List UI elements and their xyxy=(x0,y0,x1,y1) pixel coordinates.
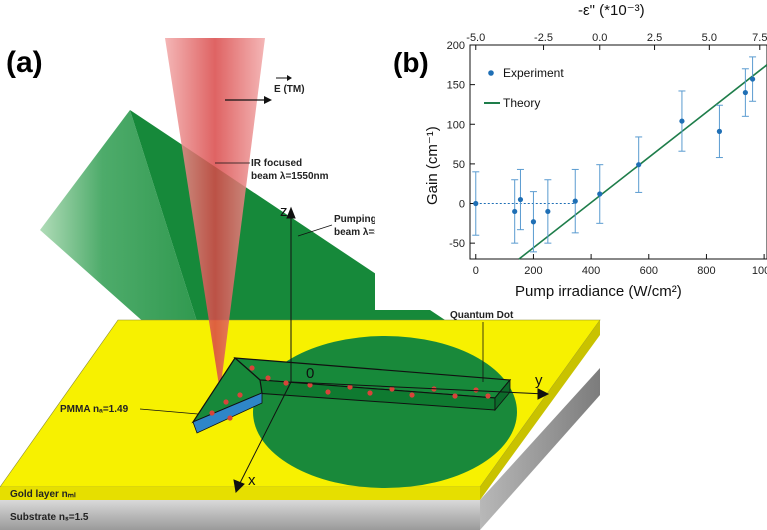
experiment-point xyxy=(749,76,756,82)
experiment-point xyxy=(512,208,518,215)
quantum-dot xyxy=(237,392,243,398)
quantum-dot xyxy=(325,389,331,395)
experiment-series xyxy=(472,56,757,253)
axis-z-label: z xyxy=(280,203,288,220)
legend-experiment-marker xyxy=(488,70,494,76)
experiment-point xyxy=(473,200,479,207)
top-tick-label: 7.5 xyxy=(752,32,767,44)
substrate-front xyxy=(0,500,480,530)
quantum-dot xyxy=(409,392,415,398)
experiment-point xyxy=(597,191,603,197)
x-tick-label: 0 xyxy=(473,265,479,277)
pump-spot xyxy=(253,336,517,488)
x-tick-label: 400 xyxy=(582,265,600,277)
top-tick-label: -2.5 xyxy=(534,32,553,44)
y-tick-label: 150 xyxy=(447,80,465,92)
panel-a-label: (a) xyxy=(6,46,43,79)
quantum-dot-label: Quantum Dot xyxy=(450,310,514,321)
experiment-point xyxy=(679,118,685,124)
experiment-point xyxy=(572,198,578,204)
substrate-side xyxy=(480,368,600,530)
top-tick-label: 2.5 xyxy=(647,32,662,44)
experiment-point xyxy=(517,196,524,203)
e-field-label: E (TM) xyxy=(274,84,305,95)
quantum-dot xyxy=(367,390,373,396)
pmma-label: PMMA nₐ=1.49 xyxy=(60,404,129,415)
quantum-dot xyxy=(209,410,215,416)
quantum-dot xyxy=(473,387,479,393)
pump-beam-label-1: Pumping xyxy=(334,214,377,225)
pmma-taper-blue xyxy=(192,392,263,434)
experiment-point xyxy=(545,208,551,215)
x-axis-title: Pump irradiance (W/cm²) xyxy=(515,283,682,300)
theory-series xyxy=(518,64,767,260)
top-tick-label: 5.0 xyxy=(702,32,717,44)
quantum-dot xyxy=(249,365,255,371)
e-field-arrow xyxy=(225,75,292,104)
theory-line xyxy=(518,64,767,260)
substrate-label: Substrate nₛ=1.5 xyxy=(10,512,89,523)
panel-b-chart: (b) 0 200 400 600 800 1000 -50 0 50 100 150 200 -5… xyxy=(375,2,767,310)
top-tick-label: -5.0 xyxy=(466,32,485,44)
y-axis-title: Gain (cm⁻¹) xyxy=(424,126,441,205)
y-axis-ticks: -50 0 50 100 150 200 xyxy=(447,40,475,250)
quantum-dot xyxy=(347,384,353,390)
panel-a-schematic: z x y 0 E (TM) IR focused beam λ=1550nm … xyxy=(0,38,601,530)
coordinate-axes xyxy=(233,206,550,494)
y-tick-label: 200 xyxy=(447,40,465,52)
quantum-dot xyxy=(283,380,289,386)
top-axis-ticks: -5.0 -2.5 0.0 2.5 5.0 7.5 xyxy=(466,32,767,50)
origin-label: 0 xyxy=(306,365,314,382)
ir-beam xyxy=(165,38,265,392)
quantum-dot xyxy=(485,393,491,399)
legend: Experiment Theory xyxy=(484,66,564,110)
x-axis-ticks: 0 200 400 600 800 1000 xyxy=(473,254,767,277)
y-tick-label: 50 xyxy=(453,159,465,171)
pump-beam-leader xyxy=(297,224,333,237)
ir-beam-label-2: beam λ=1550nm xyxy=(251,171,329,182)
experiment-point xyxy=(742,89,748,96)
quantum-dot xyxy=(227,415,233,421)
legend-experiment-label: Experiment xyxy=(503,66,564,80)
ir-beam-label-1: IR focused xyxy=(251,158,302,169)
pump-beam-label-2: beam λ=532nı xyxy=(334,227,400,238)
experiment-point xyxy=(636,162,642,168)
y-tick-label: 100 xyxy=(447,119,465,131)
top-tick-label: 0.0 xyxy=(592,32,607,44)
quantum-dot xyxy=(265,375,271,381)
pmma-leader xyxy=(139,408,199,415)
x-tick-label: 1000 xyxy=(752,265,767,277)
quantum-dot xyxy=(452,393,458,399)
chart-background xyxy=(375,40,767,310)
x-tick-label: 200 xyxy=(524,265,542,277)
x-tick-label: 600 xyxy=(640,265,658,277)
panel-b-label: (b) xyxy=(393,47,429,78)
plot-frame xyxy=(469,44,767,260)
axis-y-label: y xyxy=(535,372,543,389)
x-tick-label: 800 xyxy=(697,265,715,277)
experiment-point xyxy=(530,219,537,225)
experiment-point xyxy=(716,128,723,134)
y-tick-label: 0 xyxy=(459,199,465,211)
axis-x-label: x xyxy=(248,472,256,489)
gold-layer-front xyxy=(0,487,480,500)
top-axis-title: -ε" (*10⁻³) xyxy=(578,2,645,19)
legend-theory-label: Theory xyxy=(503,96,540,110)
quantum-dot xyxy=(223,399,229,405)
pump-beam xyxy=(40,110,218,388)
gold-layer-label: Gold layer nₘₗ xyxy=(10,489,76,500)
y-tick-label: -50 xyxy=(449,238,465,250)
quantum-dot xyxy=(389,386,395,392)
gold-layer-side xyxy=(480,320,600,500)
quantum-dot xyxy=(307,382,313,388)
